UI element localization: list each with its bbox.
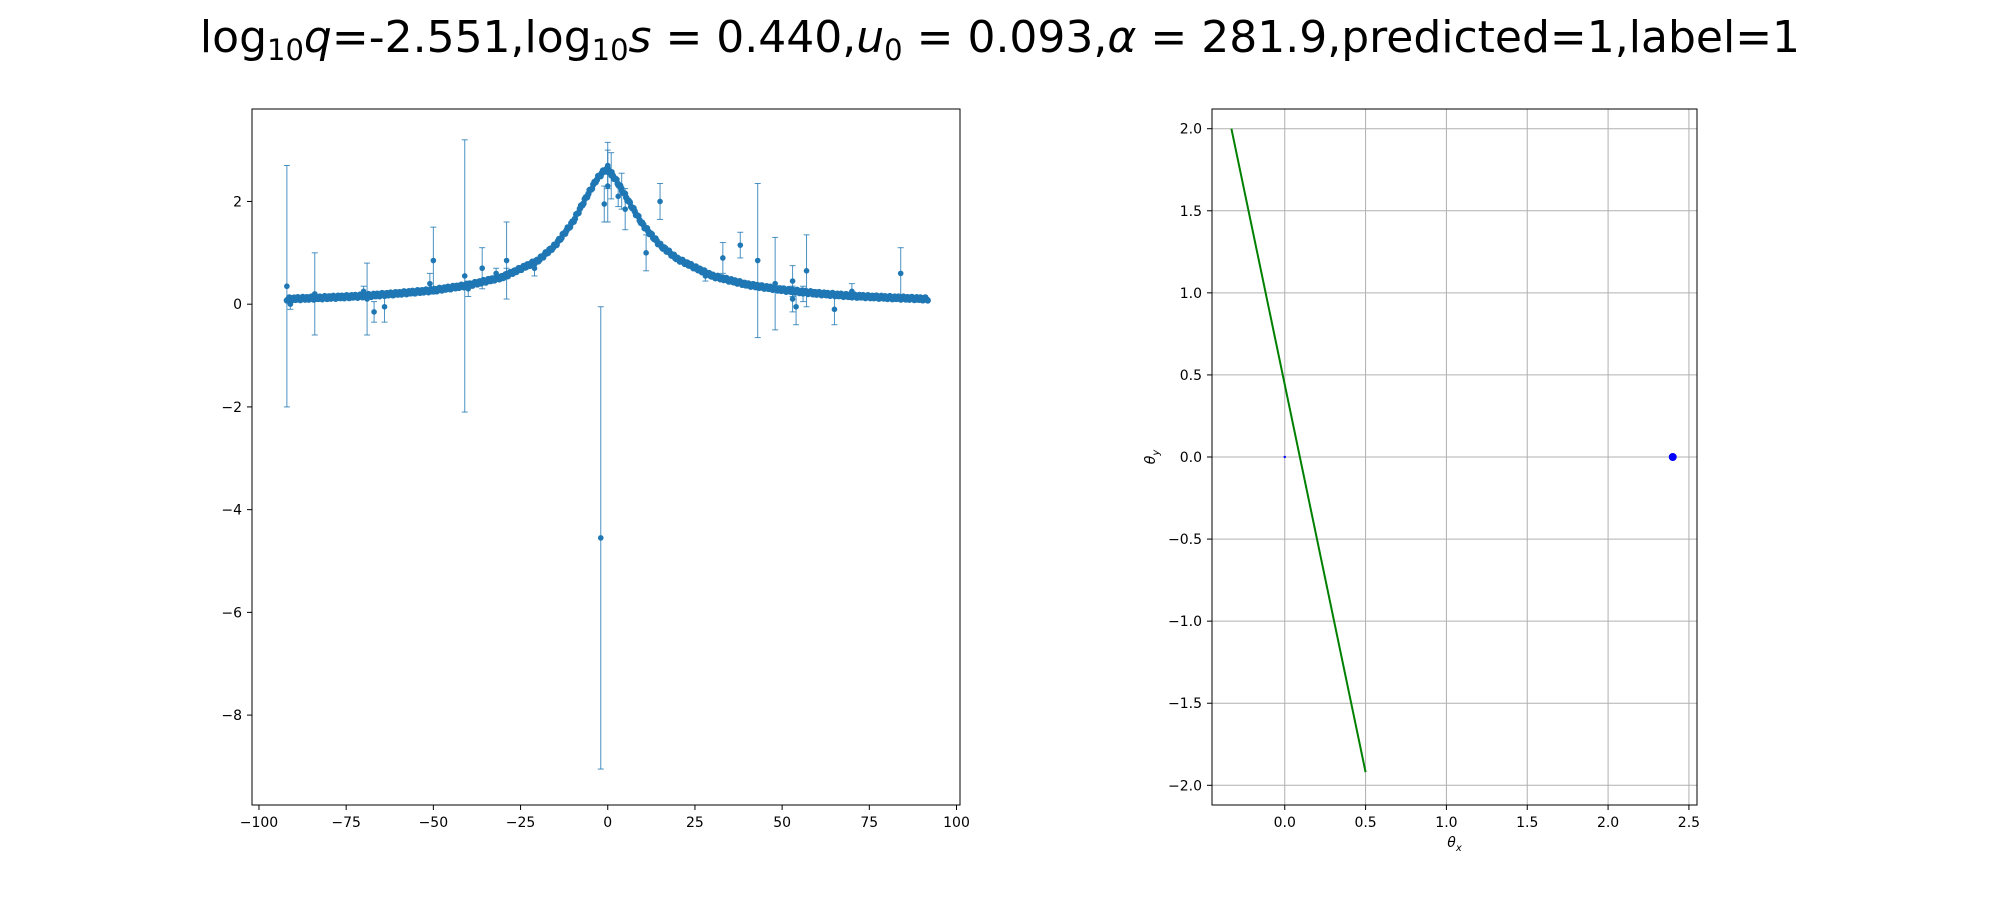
- y-tick-label: 2: [233, 194, 242, 210]
- data-point: [831, 306, 838, 313]
- data-point: [789, 296, 796, 302]
- data-point: [430, 257, 437, 264]
- y-tick-label: 0.0: [1180, 450, 1202, 466]
- y-tick-label: −2: [221, 400, 242, 416]
- trajectory-plot: 0.0 0.5 1.0 1.5 2.0 2.5 −2.0 −1.5 −1.0 −0.5 0.0 0.5…: [1143, 108, 1700, 854]
- y-tick-label: 1.5: [1180, 204, 1202, 220]
- data-point: [284, 283, 290, 290]
- data-point: [381, 303, 388, 310]
- x-tick-label: 0: [603, 815, 612, 831]
- x-tick-label: 2.0: [1597, 815, 1619, 831]
- x-tick-label: 1.0: [1435, 815, 1457, 831]
- title-s-variable: s: [628, 12, 652, 63]
- data-point: [754, 257, 761, 264]
- data-point: [597, 535, 604, 541]
- y-tick-label: −0.5: [1168, 532, 1202, 548]
- x-tick-label: 2.5: [1678, 815, 1700, 831]
- y-tick-label: −8: [221, 708, 242, 724]
- data-point: [371, 309, 377, 315]
- data-point: [849, 288, 855, 295]
- data-point: [360, 288, 367, 295]
- y-axis-label: θy: [1143, 449, 1162, 465]
- data-point: [657, 198, 663, 205]
- y-tick-label: 0.5: [1180, 368, 1202, 384]
- data-point: [503, 270, 510, 277]
- title-u0-value: = 0.093,: [902, 12, 1108, 63]
- data-point: [897, 270, 904, 277]
- data-point: [503, 257, 510, 264]
- y-tick-label: −2.0: [1168, 778, 1202, 794]
- title-u-variable: u: [856, 12, 885, 63]
- data-point: [311, 291, 318, 297]
- data-point: [601, 201, 608, 207]
- title-log-subscript: 10: [267, 33, 304, 67]
- model-curve-point: [924, 297, 931, 304]
- title-log-label: log: [199, 12, 267, 63]
- lens-point: [1668, 453, 1677, 461]
- x-tick-label: 1.5: [1516, 815, 1538, 831]
- title-u-subscript: 0: [884, 33, 903, 67]
- x-tick-label: 75: [860, 815, 878, 831]
- data-point: [800, 291, 806, 297]
- data-point: [604, 183, 611, 189]
- title-log-subscript: 10: [591, 33, 629, 67]
- title-alpha-value: = 281.9,predicted=1,label=1: [1136, 12, 1801, 63]
- x-tick-label: 0.5: [1354, 815, 1376, 831]
- figure-title: log10q=-2.551,log10s = 0.440,u0 = 0.093,…: [0, 12, 2000, 65]
- y-tick-label: 0: [233, 297, 242, 313]
- x-tick-label: −25: [506, 815, 536, 831]
- data-point: [287, 301, 294, 307]
- data-point: [789, 278, 796, 284]
- data-point: [608, 172, 615, 179]
- data-point: [493, 270, 499, 277]
- data-point: [461, 273, 468, 279]
- axes-frame: [251, 108, 961, 806]
- data-point: [618, 188, 625, 194]
- data-point: [803, 268, 810, 274]
- y-tick-label: −6: [221, 605, 242, 621]
- data-point: [720, 255, 726, 261]
- light-curve-plot: −100 −75 −50 −25 0 25 50 75 100 −8 −6 −4 −2 0 2: [221, 108, 970, 831]
- data-point: [702, 273, 709, 279]
- x-tick-label: −100: [240, 815, 278, 831]
- data-point: [737, 242, 744, 248]
- data-point: [615, 193, 622, 200]
- y-tick-label: −1.5: [1168, 696, 1202, 712]
- data-point: [531, 265, 538, 272]
- title-s-value: = 0.440,: [651, 12, 857, 63]
- y-tick-label: 2.0: [1180, 122, 1202, 138]
- title-q-value: =-2.551,: [331, 12, 525, 63]
- x-tick-label: −75: [331, 815, 361, 831]
- data-point: [465, 285, 472, 292]
- source-trajectory-line: [1230, 128, 1367, 773]
- x-tick-label: 0.0: [1274, 815, 1296, 831]
- y-tick-label: −4: [221, 503, 242, 519]
- y-tick-label: 1.0: [1180, 286, 1202, 302]
- title-q-variable: q: [303, 12, 332, 63]
- x-axis-label-subscript: x: [1455, 843, 1462, 854]
- title-alpha-variable: α: [1107, 12, 1137, 63]
- x-tick-label: 100: [943, 815, 970, 831]
- y-tick-label: −1.0: [1168, 614, 1202, 630]
- data-point: [364, 296, 370, 302]
- data-point: [479, 265, 485, 272]
- data-point: [427, 280, 433, 287]
- data-point: [622, 206, 628, 212]
- data-point: [772, 280, 778, 287]
- y-axis-label-subscript: y: [1151, 449, 1162, 457]
- x-tick-label: −50: [419, 815, 449, 831]
- title-log-label: log: [524, 12, 592, 63]
- data-point: [793, 303, 799, 310]
- lens-point: [1283, 455, 1286, 459]
- x-axis-label: θx: [1447, 835, 1462, 854]
- x-tick-label: 50: [773, 815, 791, 831]
- data-point: [643, 250, 649, 256]
- x-tick-label: 25: [686, 815, 704, 831]
